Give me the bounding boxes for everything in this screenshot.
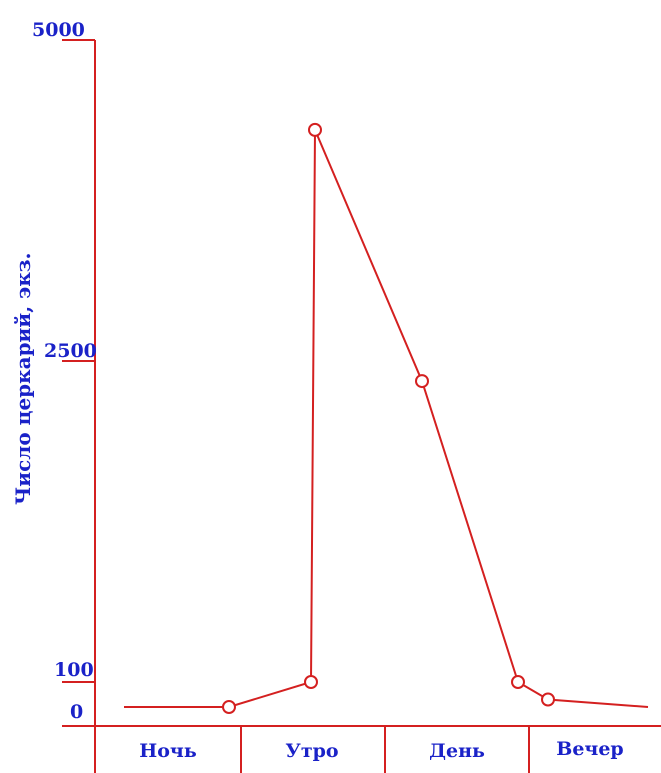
data-point [541, 692, 555, 707]
data-point [222, 700, 236, 714]
data-point [308, 122, 322, 137]
data-point [511, 675, 525, 689]
y-tick-label-2500: 2500 [44, 340, 97, 362]
category-label-morning: Утро [285, 740, 338, 762]
data-point [304, 675, 318, 689]
y-tick-label-5000: 5000 [32, 19, 85, 41]
data-point [415, 374, 429, 389]
y-tick-label-100: 100 [54, 659, 94, 681]
series-line [124, 129, 649, 708]
category-label-day: День [429, 740, 485, 762]
y-axis-title: Число церкарий, экз. [11, 253, 35, 506]
y-tick-label-0: 0 [70, 701, 83, 723]
category-label-night: Ночь [139, 740, 197, 762]
series-layer [124, 122, 649, 714]
category-label-evening: Вечер [556, 738, 623, 760]
